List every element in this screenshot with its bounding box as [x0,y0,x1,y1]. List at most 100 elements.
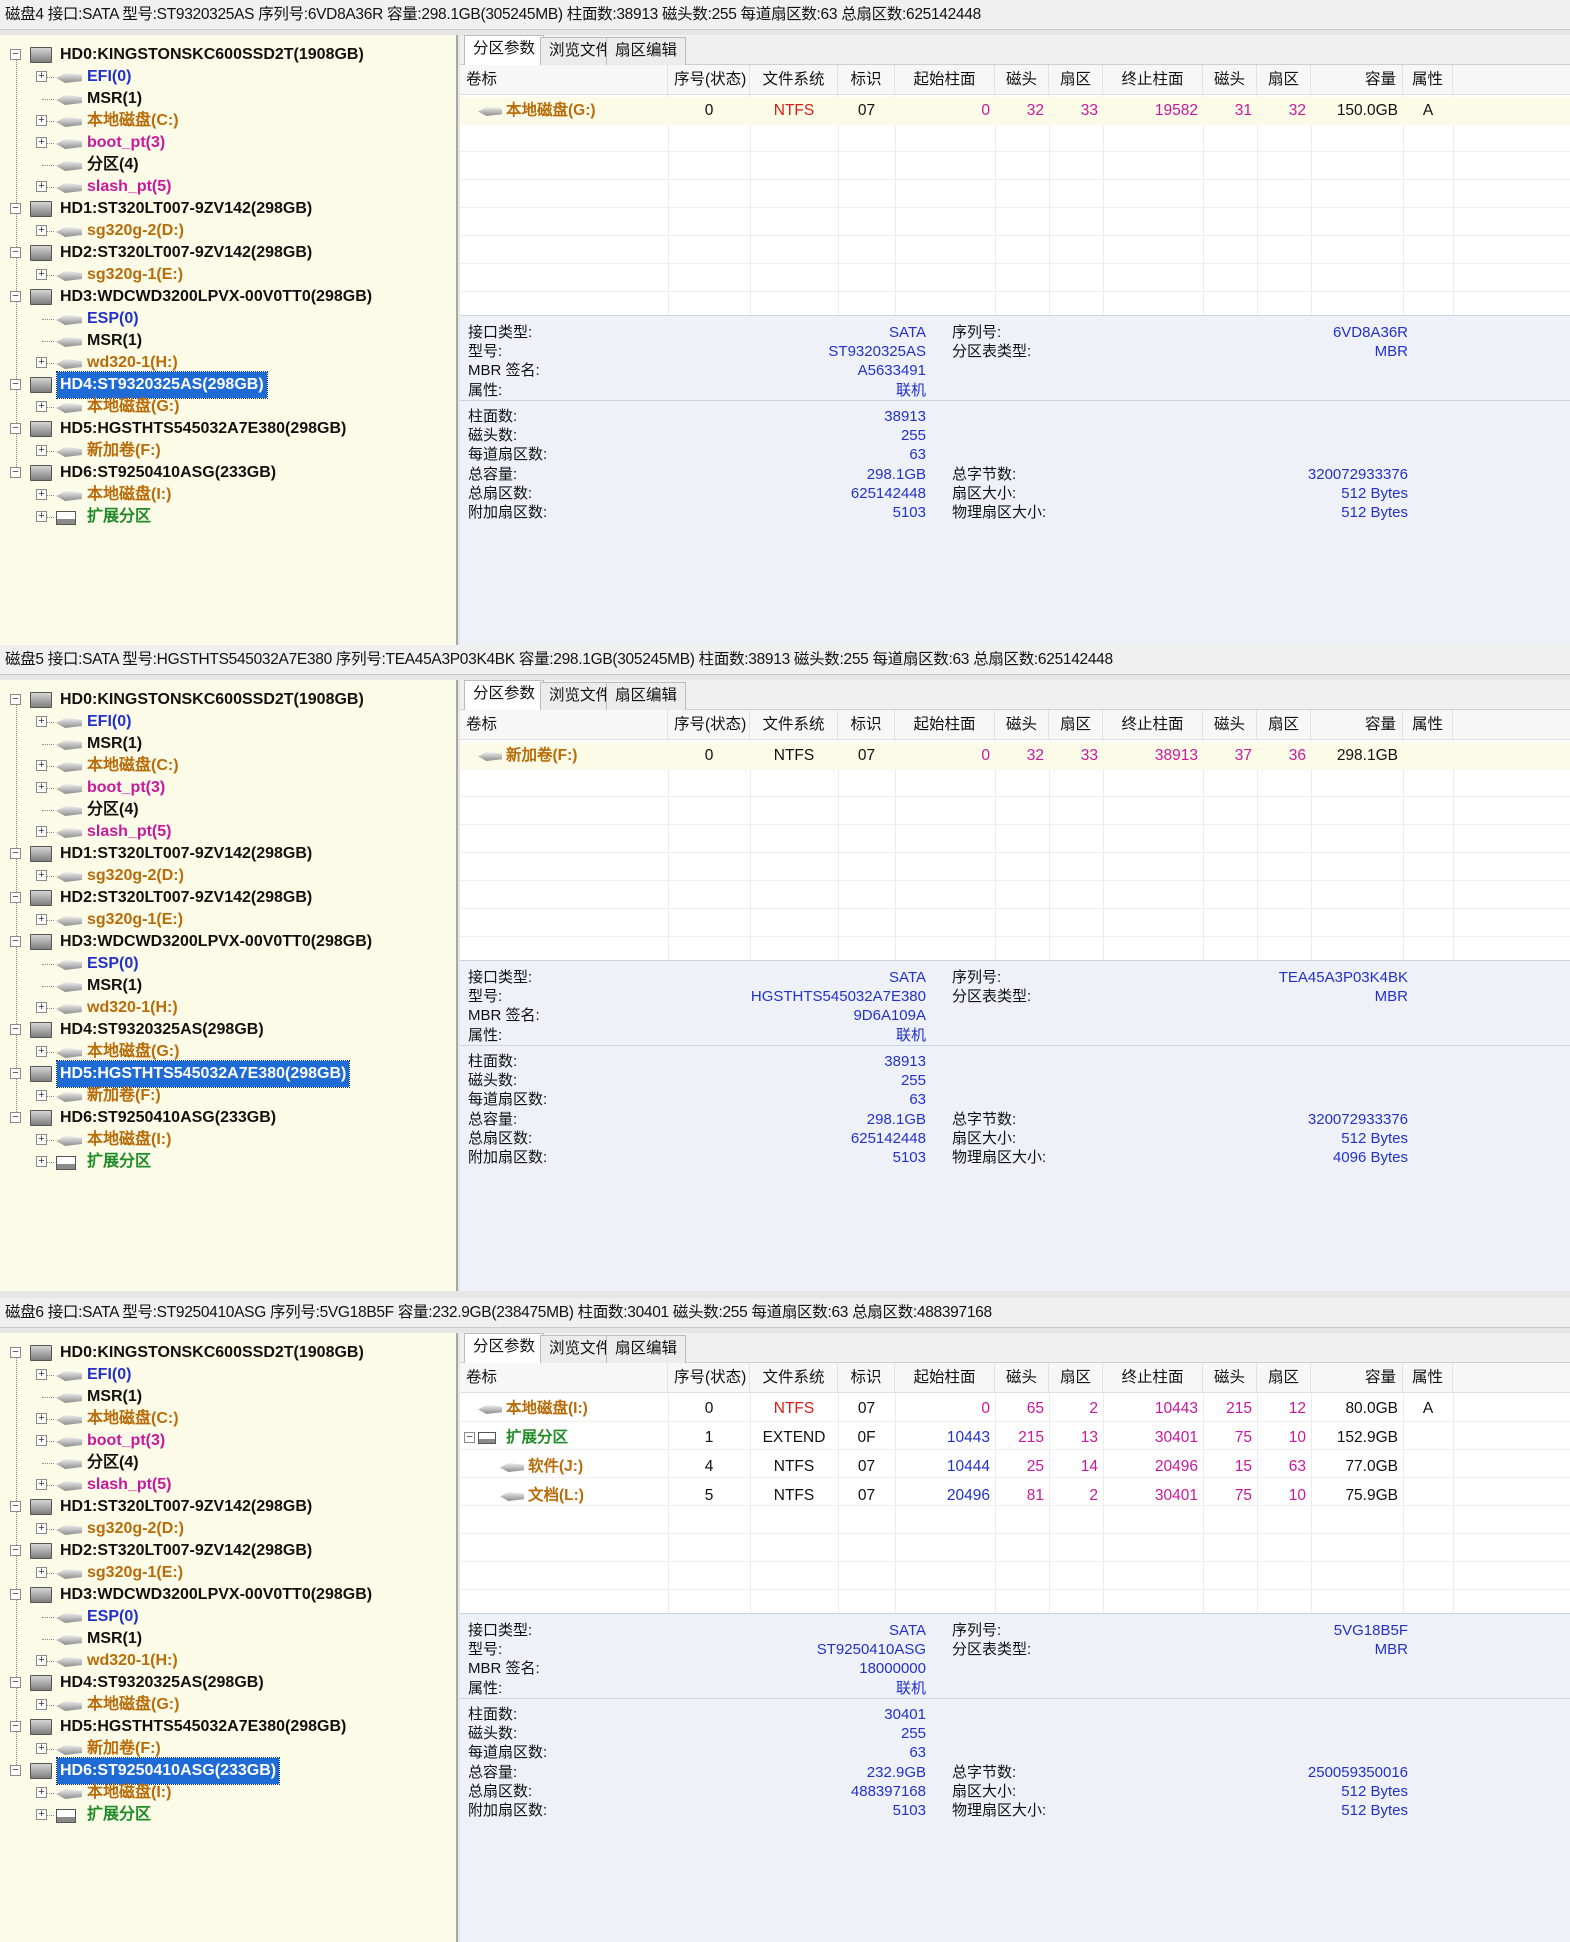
tree-partition-node[interactable]: + wd320-1(H:) [0,995,456,1021]
expand-icon[interactable]: + [36,137,47,148]
tree-partition-node[interactable]: + 本地磁盘(C:) [0,108,456,134]
tree-partition-node[interactable]: + 本地磁盘(I:) [0,1127,456,1153]
expand-icon[interactable]: + [36,357,47,368]
column-header[interactable]: 终止柱面 [1103,65,1203,95]
column-header[interactable]: 标识 [838,710,895,740]
column-header[interactable]: 起始柱面 [895,1363,995,1393]
collapse-icon[interactable]: − [10,1112,21,1123]
expand-icon[interactable]: + [36,1134,47,1145]
expand-icon[interactable]: + [36,1435,47,1446]
expand-icon[interactable]: + [36,225,47,236]
expand-icon[interactable]: + [36,489,47,500]
collapse-icon[interactable]: − [10,423,21,434]
tree-partition-node[interactable]: 分区(4) [0,152,456,178]
tree-partition-node[interactable]: + EFI(0) [0,64,456,90]
tree-disk-node[interactable]: − HD0:KINGSTONSKC600SSD2T(1908GB) [0,687,456,713]
tree-partition-node[interactable]: + slash_pt(5) [0,174,456,200]
collapse-icon[interactable]: − [464,1432,475,1443]
column-header[interactable]: 标识 [838,1363,895,1393]
tree-partition-node[interactable]: + EFI(0) [0,709,456,735]
collapse-icon[interactable]: − [10,379,21,390]
tree-disk-node[interactable]: − HD4:ST9320325AS(298GB) [0,371,456,399]
expand-icon[interactable]: + [36,870,47,881]
expand-icon[interactable]: + [36,1743,47,1754]
collapse-icon[interactable]: − [10,1068,21,1079]
collapse-icon[interactable]: − [10,694,21,705]
tree-partition-node[interactable]: + sg320g-1(E:) [0,1560,456,1586]
tree-partition-node[interactable]: + boot_pt(3) [0,775,456,801]
expand-icon[interactable]: + [36,269,47,280]
tree-partition-node[interactable]: + slash_pt(5) [0,1472,456,1498]
tree-disk-node[interactable]: − HD0:KINGSTONSKC600SSD2T(1908GB) [0,1340,456,1366]
expand-icon[interactable]: + [36,1699,47,1710]
collapse-icon[interactable]: − [10,936,21,947]
tree-partition-node[interactable]: + 新加卷(F:) [0,1083,456,1109]
column-header[interactable]: 容量 [1311,65,1403,95]
tree-partition-node[interactable]: MSR(1) [0,973,456,999]
column-header[interactable]: 起始柱面 [895,65,995,95]
collapse-icon[interactable]: − [10,1545,21,1556]
column-header[interactable]: 磁头 [995,710,1049,740]
tree-disk-node[interactable]: − HD4:ST9320325AS(298GB) [0,1017,456,1043]
expand-icon[interactable]: + [36,782,47,793]
tree-disk-node[interactable]: − HD3:WDCWD3200LPVX-00V0TT0(298GB) [0,284,456,310]
column-header[interactable]: 磁头 [1203,1363,1257,1393]
column-header[interactable]: 起始柱面 [895,710,995,740]
expand-icon[interactable]: + [36,511,47,522]
column-header[interactable]: 磁头 [995,65,1049,95]
column-header[interactable]: 文件系统 [750,710,838,740]
collapse-icon[interactable]: − [10,1589,21,1600]
column-header[interactable]: 扇区 [1257,710,1311,740]
tree-disk-node[interactable]: − HD1:ST320LT007-9ZV142(298GB) [0,196,456,222]
tree-disk-node[interactable]: − HD6:ST9250410ASG(233GB) [0,460,456,486]
expand-icon[interactable]: + [36,445,47,456]
expand-icon[interactable]: + [36,1002,47,1013]
tab-browse-files[interactable]: 浏览文件 [540,1335,621,1363]
tree-partition-node[interactable]: MSR(1) [0,1384,456,1410]
tree-partition-node[interactable]: + 本地磁盘(G:) [0,394,456,420]
column-header[interactable]: 终止柱面 [1103,1363,1203,1393]
expand-icon[interactable]: + [36,1655,47,1666]
tree-disk-node[interactable]: − HD5:HGSTHTS545032A7E380(298GB) [0,1714,456,1740]
column-header[interactable]: 扇区 [1257,65,1311,95]
collapse-icon[interactable]: − [10,1024,21,1035]
tree-partition-node[interactable]: + 新加卷(F:) [0,1736,456,1762]
column-header[interactable]: 扇区 [1049,1363,1103,1393]
expand-icon[interactable]: + [36,1090,47,1101]
column-header[interactable]: 终止柱面 [1103,710,1203,740]
column-header[interactable]: 文件系统 [750,1363,838,1393]
tree-disk-node[interactable]: − HD3:WDCWD3200LPVX-00V0TT0(298GB) [0,929,456,955]
column-header[interactable]: 属性 [1403,1363,1453,1393]
expand-icon[interactable]: + [36,1156,47,1167]
column-header[interactable]: 文件系统 [750,65,838,95]
tree-disk-node[interactable]: − HD4:ST9320325AS(298GB) [0,1670,456,1696]
collapse-icon[interactable]: − [10,203,21,214]
column-header[interactable]: 磁头 [1203,710,1257,740]
expand-icon[interactable]: + [36,71,47,82]
tree-partition-node[interactable]: + boot_pt(3) [0,1428,456,1454]
collapse-icon[interactable]: − [10,291,21,302]
tree-disk-node[interactable]: − HD5:HGSTHTS545032A7E380(298GB) [0,1060,456,1088]
tab-sector-editor[interactable]: 扇区编辑 [606,1335,687,1363]
collapse-icon[interactable]: − [10,848,21,859]
tree-disk-node[interactable]: − HD2:ST320LT007-9ZV142(298GB) [0,240,456,266]
column-header[interactable]: 容量 [1311,710,1403,740]
collapse-icon[interactable]: − [10,1765,21,1776]
tree-partition-node[interactable]: MSR(1) [0,1626,456,1652]
expand-icon[interactable]: + [36,826,47,837]
expand-icon[interactable]: + [36,1787,47,1798]
column-header[interactable]: 容量 [1311,1363,1403,1393]
column-header[interactable]: 扇区 [1257,1363,1311,1393]
expand-icon[interactable]: + [36,716,47,727]
tab-sector-editor[interactable]: 扇区编辑 [606,37,687,65]
collapse-icon[interactable]: − [10,1677,21,1688]
collapse-icon[interactable]: − [10,1347,21,1358]
tree-partition-node[interactable]: + boot_pt(3) [0,130,456,156]
expand-icon[interactable]: + [36,401,47,412]
column-header[interactable]: 磁头 [995,1363,1049,1393]
expand-icon[interactable]: + [36,181,47,192]
expand-icon[interactable]: + [36,1567,47,1578]
column-header[interactable]: 属性 [1403,65,1453,95]
expand-icon[interactable]: + [36,115,47,126]
tree-partition-node[interactable]: + sg320g-1(E:) [0,262,456,288]
